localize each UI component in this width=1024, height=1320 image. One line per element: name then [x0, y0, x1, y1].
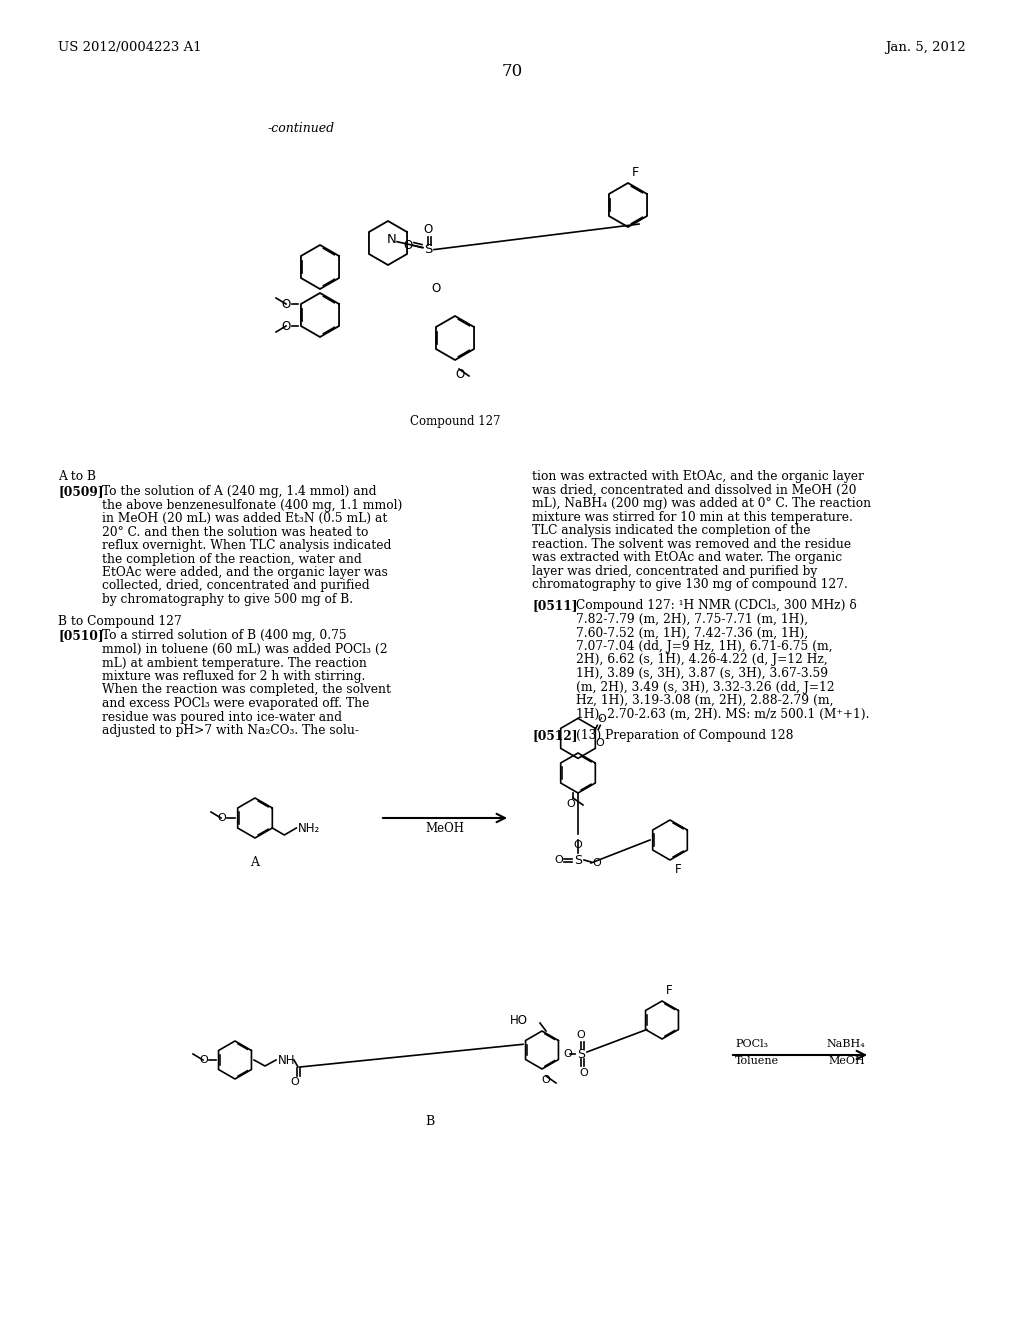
Text: S: S	[577, 1048, 585, 1060]
Text: residue was poured into ice-water and: residue was poured into ice-water and	[102, 710, 342, 723]
Text: [0509]: [0509]	[58, 484, 103, 498]
Text: [0511]: [0511]	[532, 599, 578, 612]
Text: reaction. The solvent was removed and the residue: reaction. The solvent was removed and th…	[532, 537, 851, 550]
Text: O: O	[542, 1074, 550, 1085]
Text: N: N	[387, 234, 397, 247]
Text: the above benzenesulfonate (400 mg, 1.1 mmol): the above benzenesulfonate (400 mg, 1.1 …	[102, 499, 402, 511]
Text: A to B: A to B	[58, 470, 96, 483]
Text: was extracted with EtOAc and water. The organic: was extracted with EtOAc and water. The …	[532, 550, 842, 564]
Text: F: F	[666, 983, 673, 997]
Text: NH₂: NH₂	[298, 821, 321, 834]
Text: S: S	[574, 854, 582, 866]
Text: (m, 2H), 3.49 (s, 3H), 3.32-3.26 (dd, J=12: (m, 2H), 3.49 (s, 3H), 3.32-3.26 (dd, J=…	[575, 681, 835, 693]
Text: To a stirred solution of B (400 mg, 0.75: To a stirred solution of B (400 mg, 0.75	[102, 630, 347, 643]
Text: mixture was stirred for 10 min at this temperature.: mixture was stirred for 10 min at this t…	[532, 511, 853, 524]
Text: O: O	[423, 223, 432, 235]
Text: O: O	[566, 799, 575, 809]
Text: POCl₃: POCl₃	[735, 1039, 768, 1049]
Text: F: F	[632, 166, 639, 180]
Text: TLC analysis indicated the completion of the: TLC analysis indicated the completion of…	[532, 524, 811, 537]
Text: chromatography to give 130 mg of compound 127.: chromatography to give 130 mg of compoun…	[532, 578, 848, 591]
Text: O: O	[217, 813, 226, 822]
Text: and excess POCl₃ were evaporated off. The: and excess POCl₃ were evaporated off. Th…	[102, 697, 370, 710]
Text: O: O	[563, 1049, 571, 1059]
Text: B: B	[425, 1115, 434, 1129]
Text: the completion of the reaction, water and: the completion of the reaction, water an…	[102, 553, 361, 565]
Text: in MeOH (20 mL) was added Et₃N (0.5 mL) at: in MeOH (20 mL) was added Et₃N (0.5 mL) …	[102, 512, 387, 525]
Text: Hz, 1H), 3.19-3.08 (m, 2H), 2.88-2.79 (m,: Hz, 1H), 3.19-3.08 (m, 2H), 2.88-2.79 (m…	[575, 694, 834, 708]
Text: MeOH: MeOH	[828, 1056, 865, 1067]
Text: 70: 70	[502, 63, 522, 81]
Text: A: A	[251, 855, 259, 869]
Text: mL), NaBH₄ (200 mg) was added at 0° C. The reaction: mL), NaBH₄ (200 mg) was added at 0° C. T…	[532, 498, 871, 510]
Text: O: O	[431, 281, 440, 294]
Text: S: S	[424, 243, 432, 256]
Text: adjusted to pH>7 with Na₂CO₃. The solu-: adjusted to pH>7 with Na₂CO₃. The solu-	[102, 723, 359, 737]
Text: O: O	[282, 319, 291, 333]
Text: 7.82-7.79 (m, 2H), 7.75-7.71 (m, 1H),: 7.82-7.79 (m, 2H), 7.75-7.71 (m, 1H),	[575, 612, 808, 626]
Text: layer was dried, concentrated and purified by: layer was dried, concentrated and purifi…	[532, 565, 817, 578]
Text: O: O	[595, 738, 604, 748]
Text: US 2012/0004223 A1: US 2012/0004223 A1	[58, 41, 202, 54]
Text: Toluene: Toluene	[735, 1056, 779, 1067]
Text: Compound 127: ¹H NMR (CDCl₃, 300 MHz) δ: Compound 127: ¹H NMR (CDCl₃, 300 MHz) δ	[575, 599, 857, 612]
Text: When the reaction was completed, the solvent: When the reaction was completed, the sol…	[102, 684, 391, 697]
Text: reflux overnight. When TLC analysis indicated: reflux overnight. When TLC analysis indi…	[102, 539, 391, 552]
Text: O: O	[577, 1030, 586, 1040]
Text: B to Compound 127: B to Compound 127	[58, 615, 181, 627]
Text: HO: HO	[510, 1015, 528, 1027]
Text: 1H), 2.70-2.63 (m, 2H). MS: m/z 500.1 (M⁺+1).: 1H), 2.70-2.63 (m, 2H). MS: m/z 500.1 (M…	[575, 708, 869, 721]
Text: MeOH: MeOH	[426, 822, 465, 836]
Text: 1H), 3.89 (s, 3H), 3.87 (s, 3H), 3.67-3.59: 1H), 3.89 (s, 3H), 3.87 (s, 3H), 3.67-3.…	[575, 667, 828, 680]
Text: F: F	[675, 863, 682, 876]
Text: [0512]: [0512]	[532, 729, 578, 742]
Text: 7.60-7.52 (m, 1H), 7.42-7.36 (m, 1H),: 7.60-7.52 (m, 1H), 7.42-7.36 (m, 1H),	[575, 627, 808, 639]
Text: O: O	[200, 1055, 208, 1065]
Text: -continued: -continued	[268, 121, 335, 135]
Text: O: O	[580, 1068, 589, 1078]
Text: mL) at ambient temperature. The reaction: mL) at ambient temperature. The reaction	[102, 656, 367, 669]
Text: O: O	[554, 855, 563, 865]
Text: Jan. 5, 2012: Jan. 5, 2012	[886, 41, 966, 54]
Text: tion was extracted with EtOAc, and the organic layer: tion was extracted with EtOAc, and the o…	[532, 470, 864, 483]
Text: collected, dried, concentrated and purified: collected, dried, concentrated and purif…	[102, 579, 370, 593]
Text: O: O	[291, 1077, 299, 1086]
Text: Compound 127: Compound 127	[410, 414, 501, 428]
Text: NH: NH	[278, 1053, 296, 1067]
Text: O: O	[573, 840, 583, 850]
Text: mmol) in toluene (60 mL) was added POCl₃ (2: mmol) in toluene (60 mL) was added POCl₃…	[102, 643, 388, 656]
Text: To the solution of A (240 mg, 1.4 mmol) and: To the solution of A (240 mg, 1.4 mmol) …	[102, 484, 377, 498]
Text: (13) Preparation of Compound 128: (13) Preparation of Compound 128	[575, 729, 794, 742]
Text: by chromatography to give 500 mg of B.: by chromatography to give 500 mg of B.	[102, 593, 353, 606]
Text: EtOAc were added, and the organic layer was: EtOAc were added, and the organic layer …	[102, 566, 388, 579]
Text: 7.07-7.04 (dd, J=9 Hz, 1H), 6.71-6.75 (m,: 7.07-7.04 (dd, J=9 Hz, 1H), 6.71-6.75 (m…	[575, 640, 833, 653]
Text: mixture was refluxed for 2 h with stirring.: mixture was refluxed for 2 h with stirri…	[102, 671, 366, 682]
Text: was dried, concentrated and dissolved in MeOH (20: was dried, concentrated and dissolved in…	[532, 483, 856, 496]
Text: O: O	[592, 858, 601, 869]
Text: 2H), 6.62 (s, 1H), 4.26-4.22 (d, J=12 Hz,: 2H), 6.62 (s, 1H), 4.26-4.22 (d, J=12 Hz…	[575, 653, 827, 667]
Text: O: O	[456, 368, 465, 381]
Text: O: O	[403, 239, 413, 252]
Text: NaBH₄: NaBH₄	[826, 1039, 865, 1049]
Text: O: O	[282, 297, 291, 310]
Text: [0510]: [0510]	[58, 630, 103, 643]
Text: O: O	[597, 714, 606, 725]
Text: 20° C. and then the solution was heated to: 20° C. and then the solution was heated …	[102, 525, 369, 539]
